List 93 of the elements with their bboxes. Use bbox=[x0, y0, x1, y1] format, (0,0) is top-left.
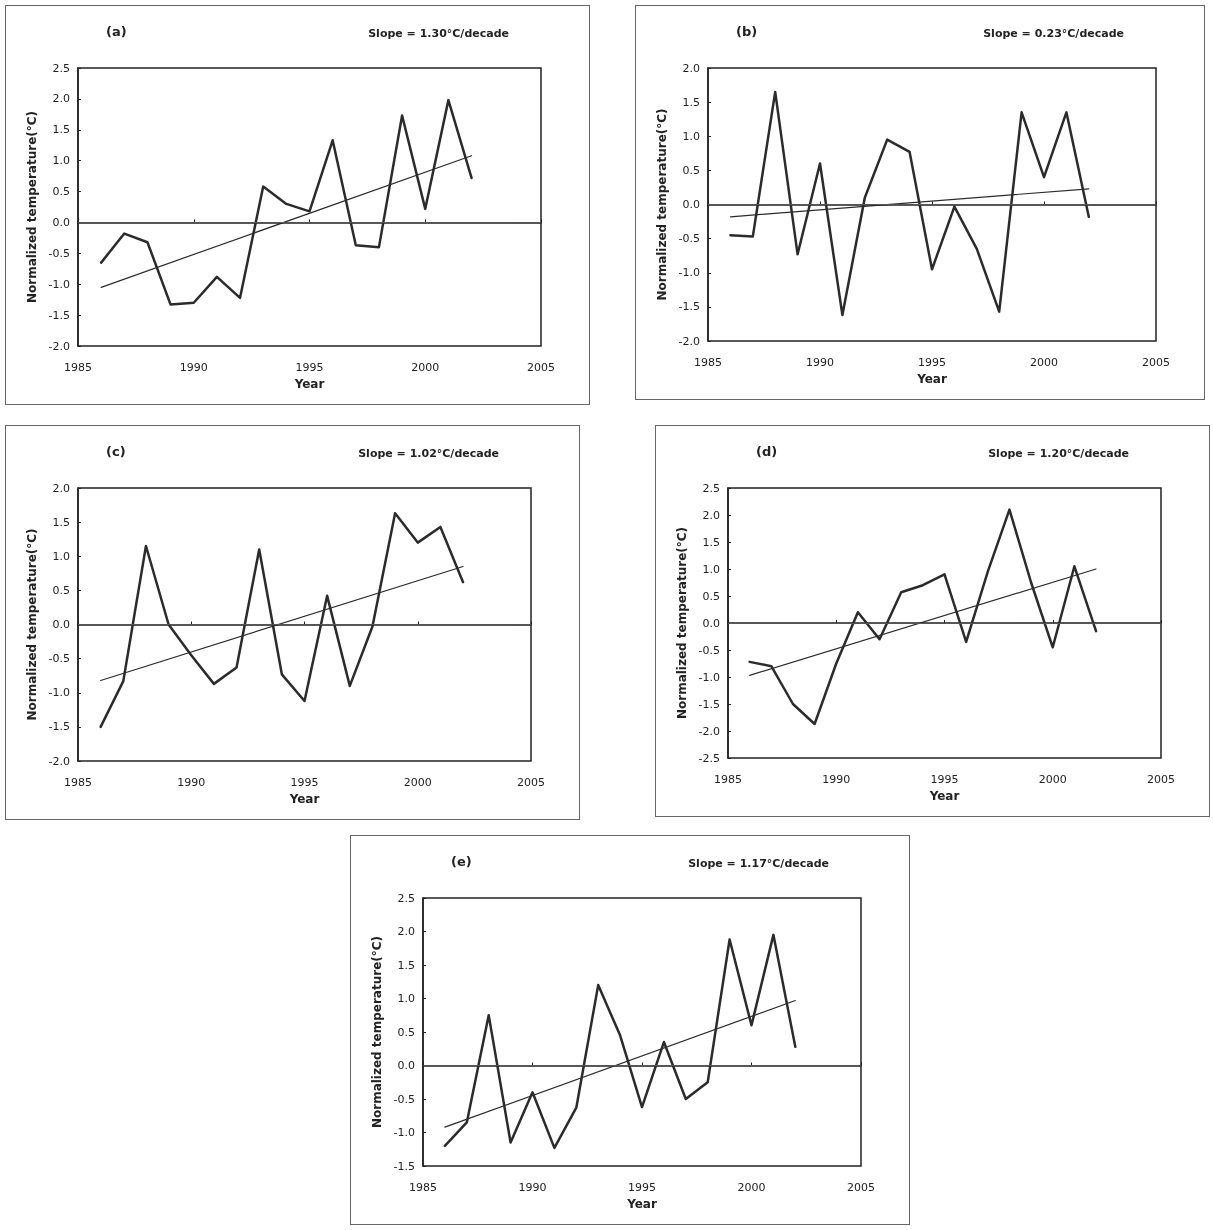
x-tick-label: 2005 bbox=[527, 361, 555, 374]
y-tick-label: 1.5 bbox=[397, 958, 415, 972]
y-tick-label: -1.5 bbox=[48, 720, 70, 734]
y-tick-label: 1.5 bbox=[52, 123, 70, 137]
y-tick-label: -2.0 bbox=[48, 754, 70, 768]
chart-title: (b) bbox=[736, 24, 758, 39]
y-tick-label: 1.5 bbox=[702, 535, 720, 549]
y-tick-label: -2.5 bbox=[698, 751, 720, 765]
x-axis-title: Year bbox=[626, 1196, 657, 1211]
x-tick-label: 2005 bbox=[1142, 356, 1170, 369]
x-tick-label: 1990 bbox=[822, 773, 851, 786]
chart-title: (c) bbox=[106, 444, 126, 459]
x-tick-label: 1995 bbox=[295, 361, 324, 374]
y-axis-title: Normalized temperature(°C) bbox=[674, 526, 689, 720]
y-tick-label: 2.5 bbox=[702, 481, 720, 495]
x-tick-label: 2005 bbox=[847, 1181, 875, 1194]
y-tick-label: 2.0 bbox=[397, 925, 415, 938]
y-tick-label: -0.5 bbox=[678, 232, 700, 246]
x-tick-label: 2000 bbox=[411, 361, 440, 374]
y-tick-label: 1.5 bbox=[682, 95, 700, 109]
x-tick-label: 2000 bbox=[1038, 773, 1067, 786]
x-tick-label: 2000 bbox=[1030, 356, 1058, 369]
x-tick-label: 1995 bbox=[918, 356, 946, 369]
chart-title: (e) bbox=[451, 854, 472, 869]
text: Slope = 1.17°C/decade bbox=[688, 857, 830, 870]
y-tick-label: -1.0 bbox=[48, 277, 70, 291]
y-tick-label: 0.0 bbox=[397, 1059, 415, 1072]
y-axis-title: Normalized temperature(°C) bbox=[654, 108, 669, 301]
x-tick-label: 2005 bbox=[1147, 773, 1175, 786]
y-tick-label: 2.0 bbox=[702, 508, 720, 522]
text: Slope = 1.30°C/decade bbox=[368, 27, 510, 40]
y-tick-label: 2.0 bbox=[682, 61, 700, 75]
y-tick-label: 0.0 bbox=[682, 198, 700, 211]
text: Slope = 1.20°C/decade bbox=[988, 447, 1130, 460]
y-tick-label: -0.5 bbox=[48, 652, 70, 666]
y-tick-label: -2.0 bbox=[48, 339, 70, 353]
x-tick-label: 2005 bbox=[517, 776, 545, 789]
text: Slope = 1.02°C/decade bbox=[358, 447, 500, 460]
y-tick-label: 1.0 bbox=[52, 549, 70, 563]
x-tick-label: 1990 bbox=[179, 361, 208, 374]
y-tick-label: -2.0 bbox=[678, 334, 700, 348]
x-tick-label: 1985 bbox=[694, 356, 722, 369]
y-tick-label: 0.5 bbox=[682, 163, 700, 177]
y-tick-label: -0.5 bbox=[393, 1092, 415, 1106]
y-tick-label: 0.5 bbox=[52, 583, 70, 597]
y-tick-label: 2.5 bbox=[52, 61, 70, 75]
chart-title: (d) bbox=[756, 444, 778, 459]
y-tick-label: -0.5 bbox=[48, 246, 70, 260]
chart-title: (a) bbox=[106, 24, 127, 39]
y-tick-label: 2.0 bbox=[52, 92, 70, 106]
x-axis-title: Year bbox=[928, 788, 960, 803]
y-axis-title: Normalized temperature(°C) bbox=[24, 528, 39, 721]
y-tick-label: -1.5 bbox=[393, 1159, 415, 1173]
y-tick-label: -0.5 bbox=[698, 643, 720, 657]
y-tick-label: 0.0 bbox=[52, 215, 70, 229]
x-tick-label: 2000 bbox=[737, 1181, 766, 1194]
x-tick-label: 1990 bbox=[177, 776, 206, 789]
y-tick-label: -1.0 bbox=[698, 670, 720, 684]
x-tick-label: 1990 bbox=[806, 356, 834, 369]
x-tick-label: 1985 bbox=[64, 776, 92, 789]
y-tick-label: -1.0 bbox=[48, 686, 70, 700]
y-tick-label: 1.0 bbox=[682, 129, 700, 143]
y-tick-label: 2.0 bbox=[52, 481, 70, 495]
x-tick-label: 1995 bbox=[628, 1181, 656, 1194]
y-tick-label: -2.0 bbox=[698, 724, 720, 738]
y-tick-label: 1.5 bbox=[52, 515, 70, 529]
y-axis-title: Normalized temperature(°C) bbox=[369, 935, 384, 1129]
x-tick-label: 1985 bbox=[409, 1181, 437, 1194]
y-tick-label: 1.0 bbox=[52, 154, 70, 168]
x-tick-label: 1985 bbox=[714, 773, 742, 786]
y-tick-label: 0.0 bbox=[52, 618, 70, 631]
text: Slope = 0.23°C/decade bbox=[983, 27, 1125, 40]
x-axis-title: Year bbox=[293, 376, 325, 391]
x-axis-title: Year bbox=[916, 371, 947, 386]
y-tick-label: -1.5 bbox=[48, 308, 70, 322]
y-tick-label: 0.5 bbox=[52, 185, 70, 199]
y-tick-label: 0.0 bbox=[702, 616, 720, 630]
y-tick-label: -1.0 bbox=[678, 266, 700, 280]
y-tick-label: 0.5 bbox=[702, 589, 720, 603]
x-tick-label: 1985 bbox=[64, 361, 92, 374]
y-axis-title: Normalized temperature(°C) bbox=[24, 110, 39, 304]
x-tick-label: 2000 bbox=[403, 776, 432, 789]
y-tick-label: -1.5 bbox=[698, 697, 720, 711]
x-tick-label: 1995 bbox=[290, 776, 319, 789]
y-tick-label: -1.0 bbox=[393, 1126, 415, 1139]
x-tick-label: 1990 bbox=[518, 1181, 547, 1194]
y-tick-label: 1.0 bbox=[397, 992, 415, 1005]
y-tick-label: 0.5 bbox=[397, 1025, 415, 1039]
y-tick-label: 1.0 bbox=[702, 562, 720, 576]
y-tick-label: -1.5 bbox=[678, 300, 700, 314]
x-tick-label: 1995 bbox=[930, 773, 959, 786]
x-axis-title: Year bbox=[288, 791, 320, 806]
y-tick-label: 2.5 bbox=[397, 891, 415, 905]
